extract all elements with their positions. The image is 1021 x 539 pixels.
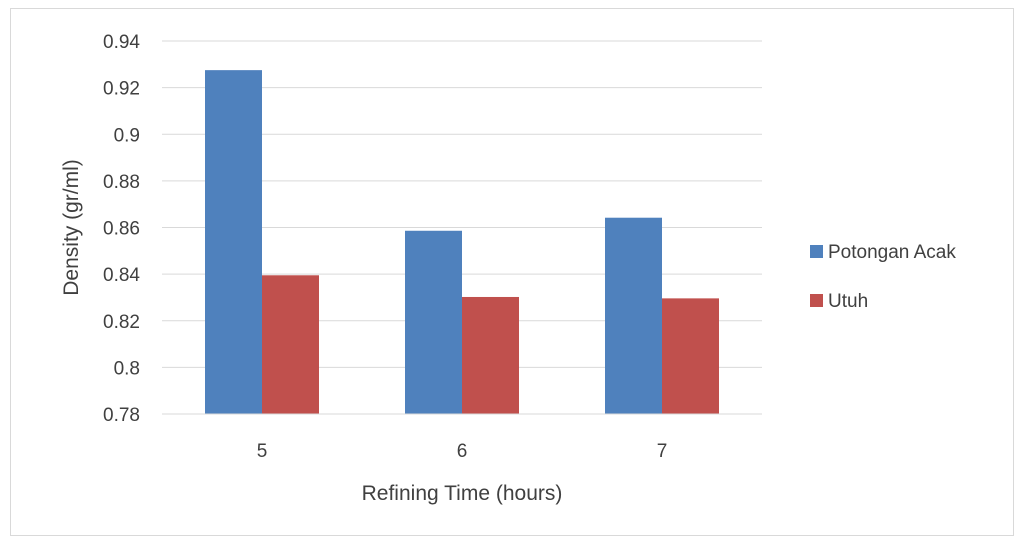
y-tick-label: 0.88 bbox=[103, 172, 140, 193]
y-tick-label: 0.86 bbox=[103, 219, 140, 240]
legend-swatch bbox=[810, 294, 823, 307]
bar-utuh-5 bbox=[262, 275, 319, 414]
bar-potongan-acak-7 bbox=[605, 217, 662, 414]
x-tick-label: 5 bbox=[257, 441, 268, 462]
x-axis-title: Refining Time (hours) bbox=[362, 482, 563, 505]
y-tick-label: 0.94 bbox=[103, 32, 140, 53]
x-tick-labels: 5 6 7 bbox=[257, 441, 668, 462]
x-tick-label: 6 bbox=[457, 441, 468, 462]
legend-label: Potongan Acak bbox=[828, 242, 956, 263]
y-tick-label: 0.78 bbox=[103, 405, 140, 426]
y-tick-label: 0.82 bbox=[103, 312, 140, 333]
y-tick-label: 0.8 bbox=[114, 358, 140, 379]
y-tick-label: 0.9 bbox=[114, 125, 140, 146]
y-axis-title: Density (gr/ml) bbox=[60, 159, 83, 296]
y-tick-label: 0.84 bbox=[103, 265, 140, 286]
y-tick-label: 0.92 bbox=[103, 79, 140, 100]
legend: Potongan Acak Utuh bbox=[810, 242, 956, 312]
bar-utuh-6 bbox=[462, 296, 519, 414]
y-tick-labels: 0.94 0.92 0.9 0.88 0.86 0.84 0.82 0.8 0.78 bbox=[103, 32, 140, 426]
bar-potongan-acak-5 bbox=[205, 70, 262, 414]
legend-swatch bbox=[810, 245, 823, 258]
bars bbox=[205, 70, 719, 414]
x-tick-label: 7 bbox=[657, 441, 668, 462]
bar-utuh-7 bbox=[662, 298, 719, 414]
legend-label: Utuh bbox=[828, 291, 868, 312]
chart-frame bbox=[10, 8, 1014, 536]
bar-potongan-acak-6 bbox=[405, 230, 462, 414]
